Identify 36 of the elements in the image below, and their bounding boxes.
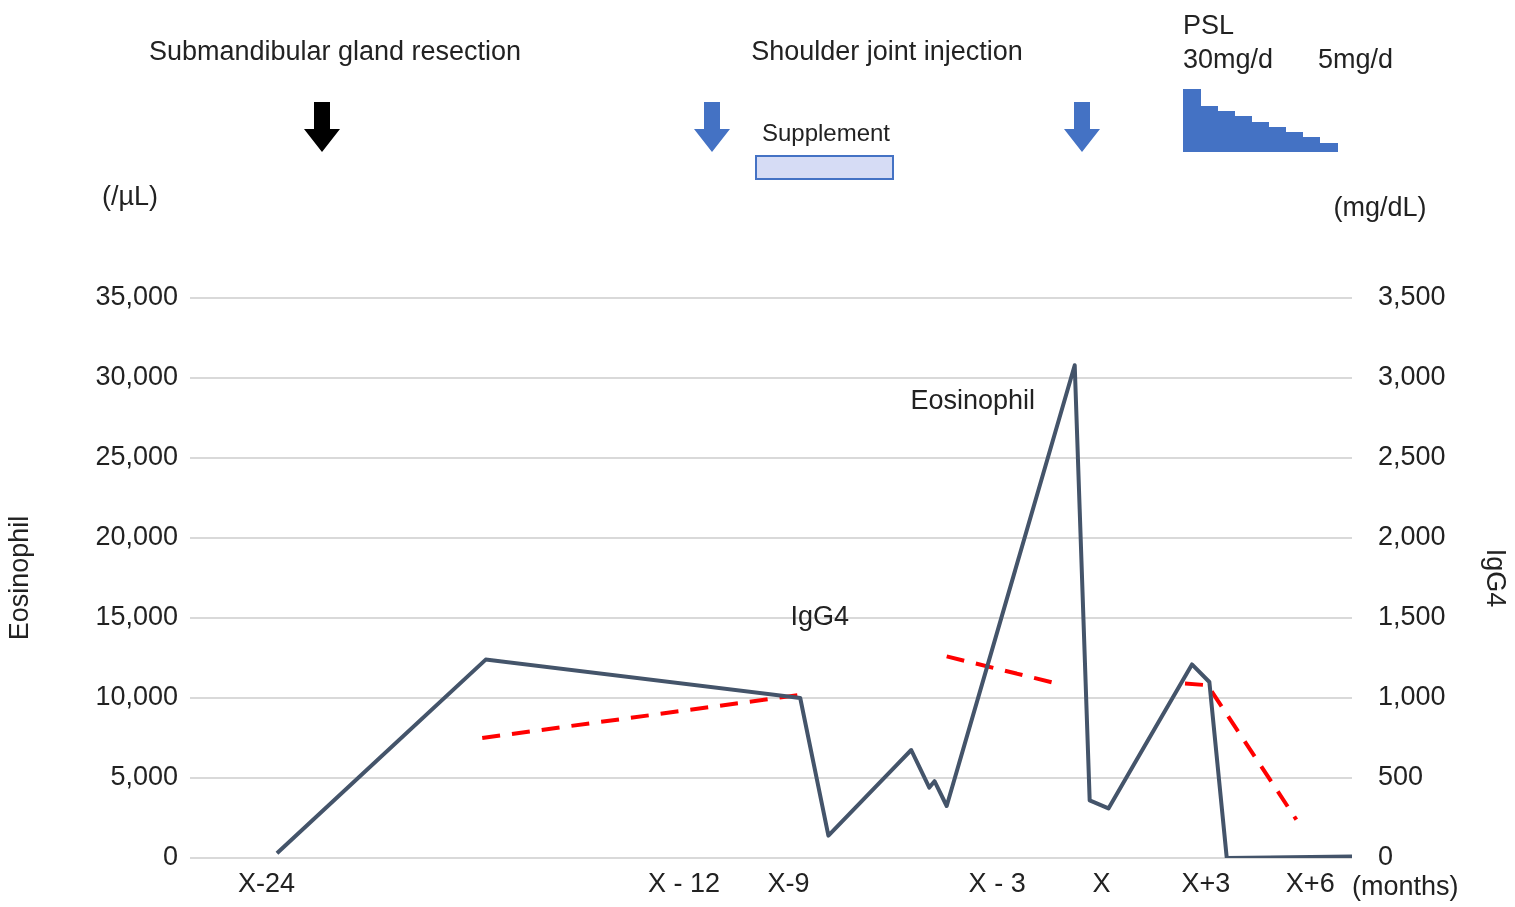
text: Shoulder joint injection [751,36,1023,66]
text: (/µL) [101,181,159,211]
y-tick-label: 0 [162,841,178,872]
series-label: Eosinophil [910,385,1036,416]
y-tick-label: 30,000 [95,361,178,392]
y2-tick-label: 1,500 [1378,601,1446,632]
y-tick-label: 25,000 [95,441,178,472]
y2-axis-title: IgG4 [1481,548,1512,608]
text: 30mg/d [1183,44,1274,74]
y-tick-label: 35,000 [95,281,178,312]
x-tick-label: X-9 [767,867,810,898]
text: PSL [1183,10,1235,40]
text: Supplement [761,119,891,146]
x-axis-title: (months) [1352,871,1459,902]
y2-tick-label: 500 [1378,761,1424,792]
y2-tick-label: 2,000 [1378,521,1446,552]
text: Submandibular gland resection [148,36,522,66]
x-tick-label: X+6 [1285,867,1335,898]
text: IgG4 [790,601,849,632]
y2-tick-label: 3,500 [1378,281,1446,312]
y-tick-label: 5,000 [110,761,178,792]
y-tick-label: 15,000 [95,601,178,632]
y-tick-label: 10,000 [95,681,178,712]
y2-tick-label: 2,500 [1378,441,1446,472]
x-tick-label: X-24 [238,867,296,898]
text: (mg/dL) [1333,192,1427,222]
x-tick-label: X+3 [1181,867,1231,898]
y2-tick-label: 1,000 [1378,681,1446,712]
y2-tick-label: 3,000 [1378,361,1446,392]
x-tick-label: X [1092,867,1111,898]
text: 5mg/d [1318,44,1394,74]
y-axis-title: Eosinophil [3,515,34,641]
x-tick-label: X - 3 [968,867,1026,898]
y-tick-label: 20,000 [95,521,178,552]
x-tick-label: X - 12 [648,867,721,898]
y2-tick-label: 0 [1378,841,1394,872]
